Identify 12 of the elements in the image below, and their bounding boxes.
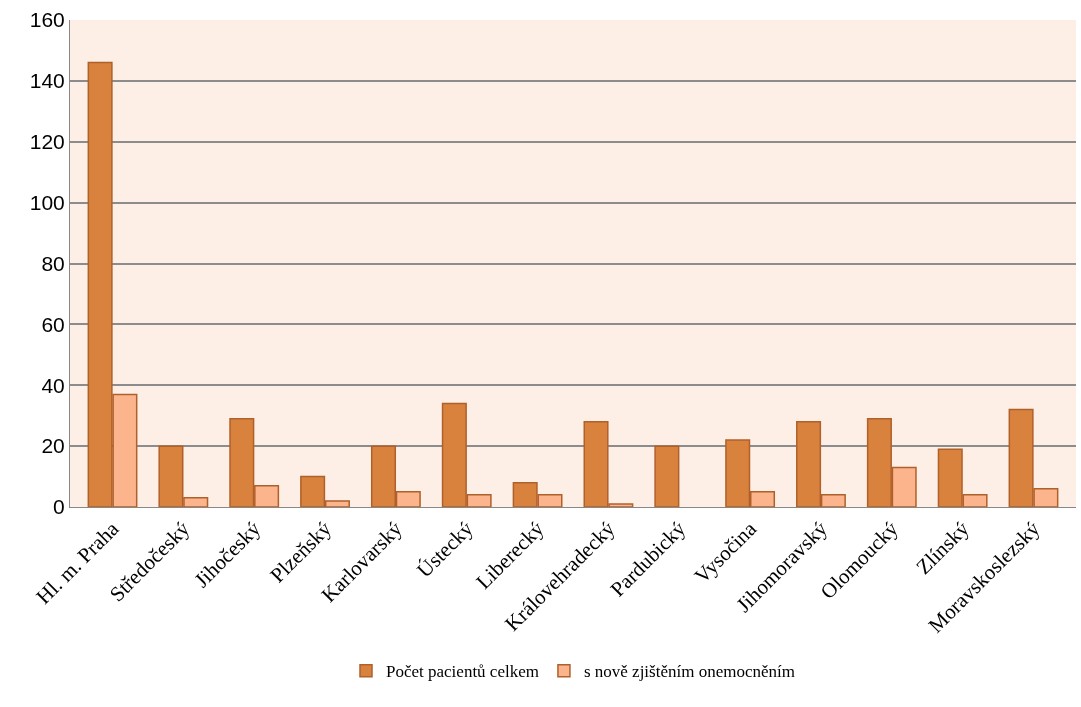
y-tick-label: 100: [29, 190, 65, 214]
legend-label: s nově zjištěním onemocněním: [583, 662, 795, 682]
y-tick-label: 0: [53, 495, 65, 519]
bar: [654, 445, 680, 507]
y-tick-label: 40: [41, 373, 65, 397]
y-tick-label: 140: [29, 69, 65, 93]
y-tick-label: 80: [41, 251, 65, 275]
y-tick-label: 120: [29, 130, 65, 154]
y-tick-label: 20: [41, 434, 65, 458]
y-tick-label: 160: [29, 8, 65, 32]
y-tick-label: 60: [41, 312, 65, 336]
legend-label: Počet pacientů celkem: [386, 662, 539, 682]
